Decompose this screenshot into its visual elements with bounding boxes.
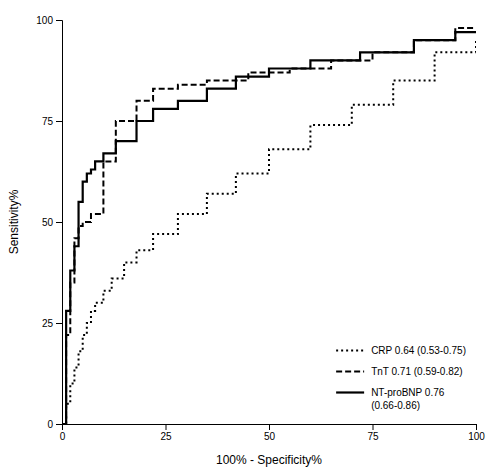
legend-item: NT-proBNP 0.76(0.66-0.86) bbox=[336, 387, 445, 411]
y-tick-label: 0 bbox=[47, 419, 53, 430]
y-tick-label: 50 bbox=[42, 217, 54, 228]
y-tick-mark bbox=[56, 20, 62, 21]
y-tick: 25 bbox=[42, 318, 62, 329]
x-tick-mark bbox=[476, 424, 477, 430]
legend-label: CRP 0.64 (0.53-0.75) bbox=[371, 345, 466, 356]
y-tick-label: 100 bbox=[36, 15, 53, 26]
x-axis-title: 100% - Specificity% bbox=[216, 453, 322, 467]
x-tick-label: 50 bbox=[264, 431, 276, 442]
legend-item: CRP 0.64 (0.53-0.75) bbox=[336, 345, 466, 356]
chart-svg: 0 25 50 75 100 0 25 50 75 100 100% - Specificity% S… bbox=[0, 0, 500, 476]
y-tick: 0 bbox=[47, 419, 62, 430]
x-tick-label: 0 bbox=[60, 431, 66, 442]
x-tick-label: 75 bbox=[367, 431, 379, 442]
chart-container: 0 25 50 75 100 0 25 50 75 100 100% - Specificity% S… bbox=[0, 0, 500, 476]
plot-root: 0 25 50 75 100 0 25 50 75 100 100% - Specificity% S… bbox=[7, 15, 485, 467]
y-tick-mark bbox=[56, 121, 62, 122]
y-tick-mark bbox=[56, 323, 62, 324]
x-tick-label: 100 bbox=[468, 431, 485, 442]
legend-swatch bbox=[336, 371, 364, 373]
x-tick-mark bbox=[166, 424, 167, 430]
y-axis-title: Sensitivity% bbox=[7, 189, 21, 254]
x-tick: 0 bbox=[60, 424, 66, 442]
y-axis-line bbox=[56, 21, 63, 425]
y-tick-mark bbox=[56, 424, 62, 425]
y-axis: 0 25 50 75 100 bbox=[36, 15, 62, 430]
legend-swatch bbox=[336, 391, 364, 393]
series-line bbox=[62, 28, 476, 424]
x-tick-mark bbox=[269, 424, 270, 430]
x-tick: 100 bbox=[468, 424, 485, 442]
series-line bbox=[62, 32, 476, 424]
x-tick: 50 bbox=[264, 424, 276, 442]
legend-label: TnT 0.71 (0.59-0.82) bbox=[371, 366, 463, 377]
x-tick: 25 bbox=[160, 424, 172, 442]
y-tick: 50 bbox=[42, 217, 62, 228]
x-tick-label: 25 bbox=[160, 431, 172, 442]
y-tick: 100 bbox=[36, 15, 62, 26]
legend-swatch bbox=[336, 350, 364, 352]
series-group bbox=[62, 28, 476, 424]
x-tick-mark bbox=[373, 424, 374, 430]
legend-item: TnT 0.71 (0.59-0.82) bbox=[336, 366, 463, 377]
y-tick-mark bbox=[56, 222, 62, 223]
y-tick-label: 75 bbox=[42, 116, 54, 127]
y-tick-label: 25 bbox=[42, 318, 54, 329]
x-tick: 75 bbox=[367, 424, 379, 442]
x-axis-line bbox=[63, 425, 477, 431]
series-line bbox=[62, 40, 476, 424]
x-axis: 0 25 50 75 100 bbox=[60, 424, 486, 442]
legend-label: NT-proBNP 0.76(0.66-0.86) bbox=[371, 387, 445, 411]
y-tick: 75 bbox=[42, 116, 62, 127]
legend: CRP 0.64 (0.53-0.75) TnT 0.71 (0.59-0.82)… bbox=[336, 345, 466, 411]
